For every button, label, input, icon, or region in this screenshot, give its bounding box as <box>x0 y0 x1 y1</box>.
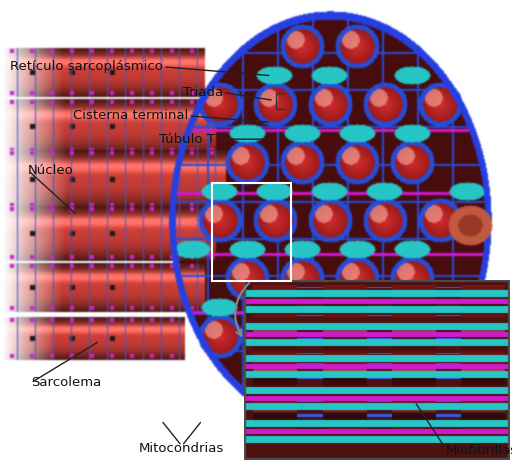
Text: Cisterna terminal: Cisterna terminal <box>73 109 188 122</box>
Text: Mitocondrias: Mitocondrias <box>139 442 224 455</box>
Bar <box>212 183 291 281</box>
Text: Túbulo T: Túbulo T <box>159 133 215 146</box>
Text: Triada: Triada <box>183 86 223 99</box>
Text: Núcleo: Núcleo <box>28 164 74 177</box>
Text: Miofibrillas: Miofibrillas <box>445 444 512 457</box>
Text: Sarcolema: Sarcolema <box>31 376 101 389</box>
Text: Retículo sarcoplásmico: Retículo sarcoplásmico <box>10 60 163 73</box>
